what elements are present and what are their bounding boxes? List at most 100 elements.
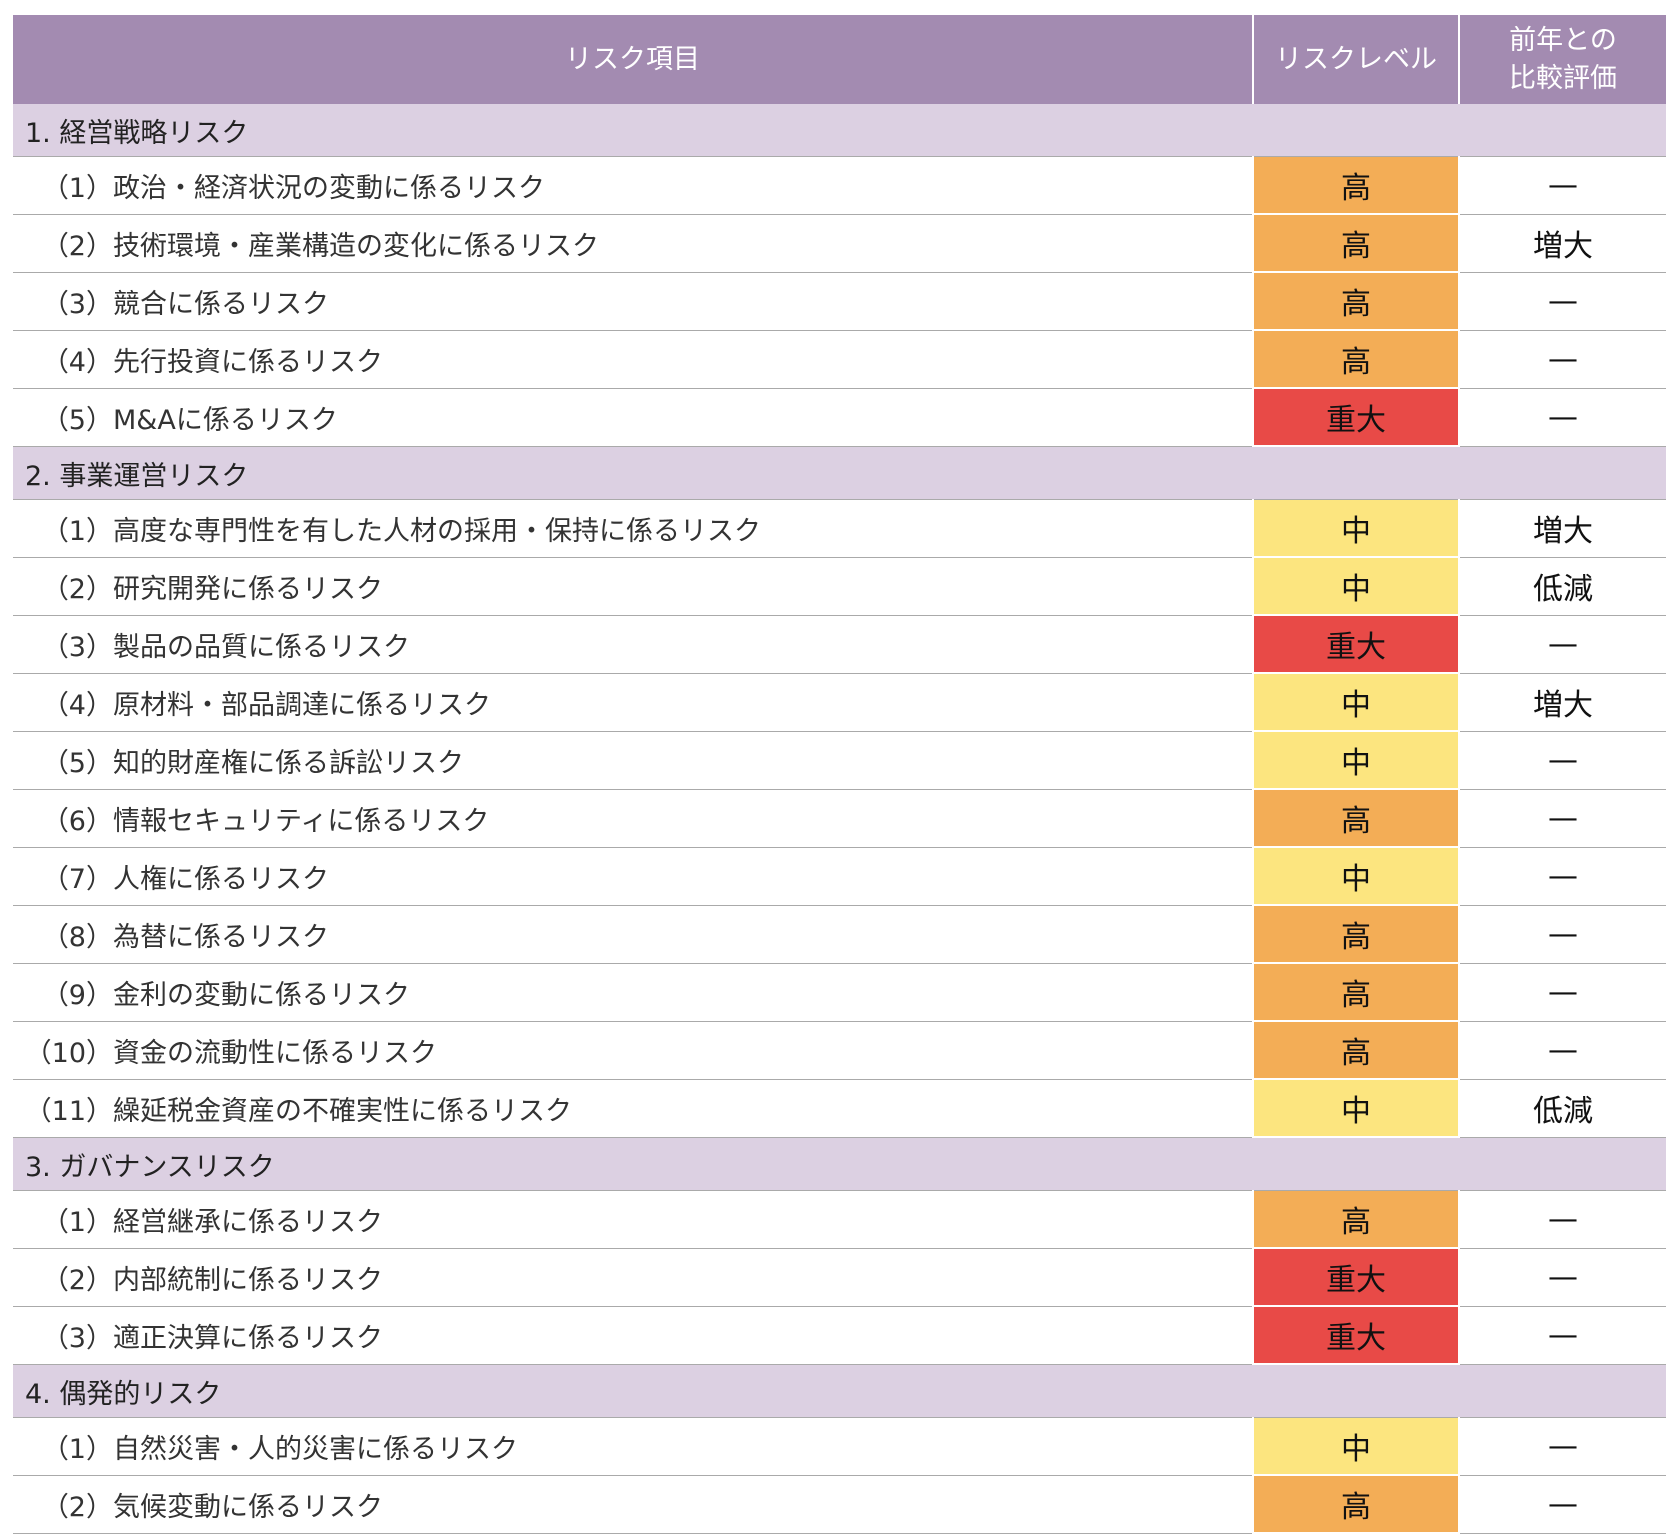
comparison: 低減 xyxy=(1459,1079,1666,1138)
item-text: 金利の変動に係るリスク xyxy=(113,979,410,1011)
risk-level: 重大 xyxy=(1252,1248,1460,1307)
item-text: 人権に係るリスク xyxy=(113,863,329,895)
risk-row: （2）研究開発に係るリスク中低減 xyxy=(13,557,1666,616)
comparison: 増大 xyxy=(1459,673,1666,732)
section-title: 4. 偶発的リスク xyxy=(13,1364,1666,1418)
item-number: （2） xyxy=(41,230,113,262)
item-number: （11） xyxy=(24,1095,113,1127)
risk-level: 中 xyxy=(1252,499,1460,558)
risk-row: （10）資金の流動性に係るリスク高 — xyxy=(13,1021,1666,1080)
item-text: 経営継承に係るリスク xyxy=(113,1206,383,1238)
comparison: — xyxy=(1459,1190,1666,1249)
risk-row: （8）為替に係るリスク高 — xyxy=(13,905,1666,964)
risk-level: 高 xyxy=(1252,330,1460,389)
item-cell: （6）情報セキュリティに係るリスク xyxy=(13,789,1253,848)
item-text: 繰延税金資産の不確実性に係るリスク xyxy=(113,1095,572,1127)
section-row: 3. ガバナンスリスク xyxy=(13,1137,1666,1191)
item-cell: （2）気候変動に係るリスク xyxy=(13,1475,1253,1534)
header-cell: リスク項目 xyxy=(13,15,1253,104)
risk-row: （2）気候変動に係るリスク高 — xyxy=(13,1475,1666,1534)
item-cell: （1）高度な専門性を有した人材の採用・保持に係るリスク xyxy=(13,499,1253,558)
item-cell: （4）原材料・部品調達に係るリスク xyxy=(13,673,1253,732)
comparison: — xyxy=(1459,963,1666,1022)
item-text: 適正決算に係るリスク xyxy=(113,1322,383,1354)
item-number: （2） xyxy=(41,1491,113,1523)
section-title: 2. 事業運営リスク xyxy=(13,446,1666,500)
risk-row: （9）金利の変動に係るリスク 高 — xyxy=(13,963,1666,1022)
item-text: 内部統制に係るリスク xyxy=(113,1264,383,1296)
item-text: 高度な専門性を有した人材の採用・保持に係るリスク xyxy=(113,515,761,547)
comparison: — xyxy=(1459,1475,1666,1534)
risk-level: 中 xyxy=(1252,1079,1460,1138)
comparison: — xyxy=(1459,847,1666,906)
item-cell: （2）内部統制に係るリスク xyxy=(13,1248,1253,1307)
comparison: — xyxy=(1459,1417,1666,1476)
risk-row: （5）知的財産権に係る訴訟リスク中 — xyxy=(13,731,1666,790)
risk-level: 高 xyxy=(1252,1475,1460,1534)
risk-row: （1）経営継承に係るリスク高 — xyxy=(13,1190,1666,1249)
comparison: — xyxy=(1459,731,1666,790)
item-text: 原材料・部品調達に係るリスク xyxy=(113,689,491,721)
comparison: 増大 xyxy=(1459,214,1666,273)
section-row: 4. 偶発的リスク xyxy=(13,1364,1666,1418)
item-number: （1） xyxy=(41,515,113,547)
risk-row: （2）技術環境・産業構造の変化に係るリスク高増大 xyxy=(13,214,1666,273)
comparison: — xyxy=(1459,156,1666,215)
item-number: （5） xyxy=(41,747,113,779)
item-number: （3） xyxy=(41,631,113,663)
risk-row: （3）競合に係るリスク高 — xyxy=(13,272,1666,331)
item-number: （1） xyxy=(41,1206,113,1238)
item-cell: （3）競合に係るリスク xyxy=(13,272,1253,331)
item-cell: （10）資金の流動性に係るリスク xyxy=(13,1021,1253,1080)
risk-row: （1）自然災害・人的災害に係るリスク中 — xyxy=(13,1417,1666,1476)
risk-level: 中 xyxy=(1252,847,1460,906)
risk-level: 高 xyxy=(1252,963,1460,1022)
risk-row: （4）先行投資に係るリスク高 — xyxy=(13,330,1666,389)
risk-level: 中 xyxy=(1252,673,1460,732)
item-number: （4） xyxy=(41,689,113,721)
comparison: — xyxy=(1459,905,1666,964)
risk-row: （3）適正決算に係るリスク 重大 — xyxy=(13,1306,1666,1365)
comparison: — xyxy=(1459,388,1666,447)
risk-row: （2）内部統制に係るリスク 重大 — xyxy=(13,1248,1666,1307)
item-text: 競合に係るリスク xyxy=(113,288,329,320)
item-number: （2） xyxy=(41,1264,113,1296)
risk-level: 高 xyxy=(1252,1021,1460,1080)
item-text: 情報セキュリティに係るリスク xyxy=(113,805,490,837)
header-cell: 前年との 比較評価 xyxy=(1458,15,1666,104)
item-text: 先行投資に係るリスク xyxy=(113,346,383,378)
item-cell: （1）政治・経済状況の変動に係るリスク xyxy=(13,156,1253,215)
item-cell: （3）製品の品質に係るリスク xyxy=(13,615,1253,674)
item-text: 資金の流動性に係るリスク xyxy=(113,1037,437,1069)
section-row: 1. 経営戦略リスク xyxy=(13,104,1666,157)
comparison: — xyxy=(1459,789,1666,848)
section-title: 1. 経営戦略リスク xyxy=(13,104,1666,157)
item-cell: （11）繰延税金資産の不確実性に係るリスク xyxy=(13,1079,1253,1138)
item-text: 知的財産権に係る訴訟リスク xyxy=(113,747,464,779)
item-cell: （2）研究開発に係るリスク xyxy=(13,557,1253,616)
item-number: （4） xyxy=(41,346,113,378)
section-row: 2. 事業運営リスク xyxy=(13,446,1666,500)
item-number: （7） xyxy=(41,863,113,895)
risk-level: 中 xyxy=(1252,557,1460,616)
item-number: （8） xyxy=(41,921,113,953)
risk-row: （11）繰延税金資産の不確実性に係るリスク中低減 xyxy=(13,1079,1666,1138)
section-title: 3. ガバナンスリスク xyxy=(13,1137,1666,1191)
comparison: — xyxy=(1459,272,1666,331)
item-number: （9） xyxy=(41,979,113,1011)
item-number: （1） xyxy=(41,1433,113,1465)
comparison: — xyxy=(1459,1306,1666,1365)
item-number: （3） xyxy=(41,1322,113,1354)
risk-row: （3）製品の品質に係るリスク 重大 — xyxy=(13,615,1666,674)
item-text: 製品の品質に係るリスク xyxy=(113,631,410,663)
comparison: 低減 xyxy=(1459,557,1666,616)
comparison: — xyxy=(1459,1021,1666,1080)
risk-row: （1）政治・経済状況の変動に係るリスク高 — xyxy=(13,156,1666,215)
item-number: （1） xyxy=(41,172,113,204)
item-cell: （8）為替に係るリスク xyxy=(13,905,1253,964)
risk-level: 高 xyxy=(1252,214,1460,273)
item-text: 為替に係るリスク xyxy=(113,921,329,953)
item-cell: （7）人権に係るリスク xyxy=(13,847,1253,906)
risk-level: 高 xyxy=(1252,789,1460,848)
risk-row: （4）原材料・部品調達に係るリスク中増大 xyxy=(13,673,1666,732)
